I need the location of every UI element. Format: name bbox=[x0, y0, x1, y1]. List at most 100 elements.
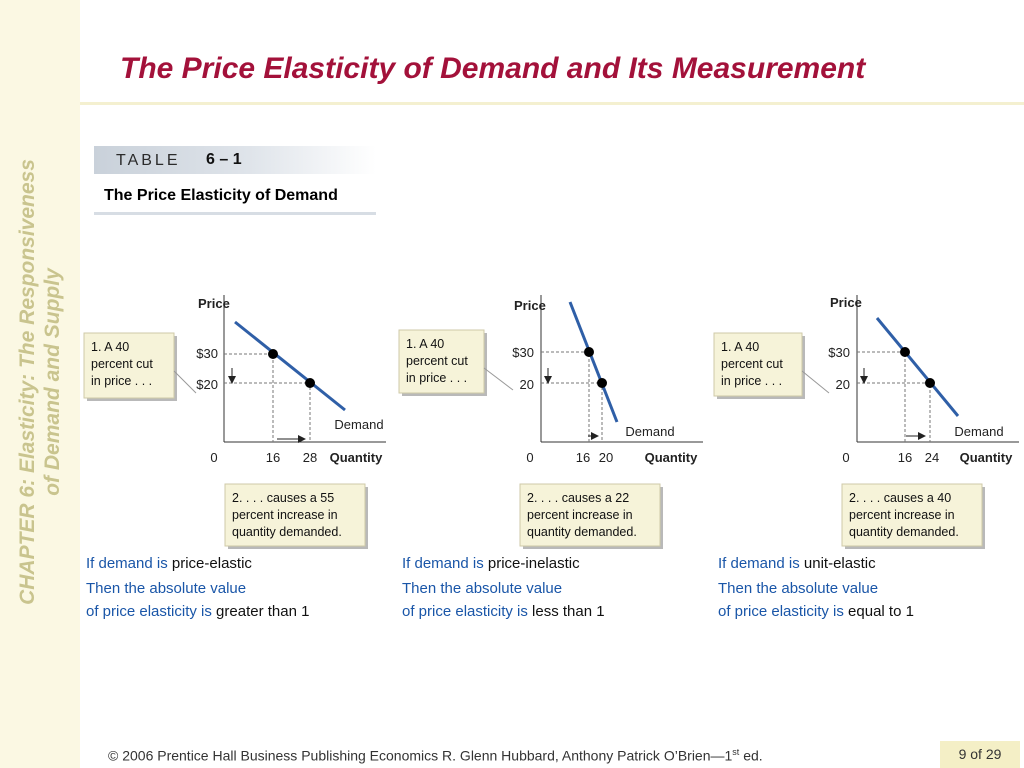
price-cut-callout-text: percent cut bbox=[406, 354, 468, 368]
price-axis-label: Price bbox=[198, 296, 230, 311]
guide-line-point-1 bbox=[857, 351, 906, 442]
demand-curve bbox=[875, 317, 960, 417]
elasticity-value: equal to 1 bbox=[848, 603, 914, 620]
demand-type: unit-elastic bbox=[804, 555, 876, 572]
quantity-increase-callout-text: 2. . . . causes a 40 bbox=[849, 491, 951, 505]
guide-line-point-2 bbox=[224, 382, 311, 442]
price-tick-label: $30 bbox=[512, 345, 534, 360]
demand-type: price-inelastic bbox=[488, 555, 580, 572]
quantity-tick-label: 16 bbox=[266, 450, 280, 465]
caption-divider bbox=[94, 212, 376, 215]
price-tick-label: 20 bbox=[836, 377, 850, 392]
demand-type: price-elastic bbox=[172, 555, 253, 572]
price-cut-callout-text: percent cut bbox=[91, 357, 153, 371]
elasticity-rule-line-3: of price elasticity is greater than 1 bbox=[86, 603, 309, 620]
rule-prefix: If demand is bbox=[86, 555, 172, 572]
price-cut-callout-box bbox=[398, 329, 485, 394]
footer-credit: © 2006 Prentice Hall Business Publishing… bbox=[108, 747, 763, 764]
demand-curve-label: Demand bbox=[954, 424, 1003, 439]
quantity-tick-label: 20 bbox=[599, 450, 613, 465]
callout-connector bbox=[483, 367, 514, 391]
quantity-increase-callout-text: quantity demanded. bbox=[232, 525, 342, 539]
quantity-tick-label: 16 bbox=[576, 450, 590, 465]
elasticity-rule-line-1: If demand is price-inelastic bbox=[402, 555, 580, 572]
quantity-tick-label: 0 bbox=[842, 450, 849, 465]
quantity-tick-label: 28 bbox=[303, 450, 317, 465]
price-tick-label: $20 bbox=[196, 377, 218, 392]
quantity-increase-callout-text: percent increase in bbox=[527, 508, 633, 522]
title-band bbox=[80, 0, 1024, 105]
footer-tail: ed. bbox=[739, 747, 763, 764]
price-cut-callout-text: in price . . . bbox=[406, 371, 467, 385]
demand-curve bbox=[568, 301, 619, 423]
price-cut-callout-box bbox=[713, 332, 803, 397]
rule-prefix: If demand is bbox=[718, 555, 804, 572]
quantity-increase-callout-text: quantity demanded. bbox=[849, 525, 959, 539]
elasticity-rule-line-3: of price elasticity is less than 1 bbox=[402, 603, 605, 620]
quantity-increase-callout-text: percent increase in bbox=[849, 508, 955, 522]
page-number: 9 of 29 bbox=[940, 741, 1020, 768]
table-caption: The Price Elasticity of Demand bbox=[104, 187, 338, 204]
demand-point-1 bbox=[268, 349, 278, 359]
elasticity-rule-line-2: Then the absolute value bbox=[86, 580, 246, 597]
table-number: 6 – 1 bbox=[206, 151, 242, 168]
quantity-tick-label: 0 bbox=[526, 450, 533, 465]
price-cut-callout-text: 1. A 40 bbox=[91, 340, 129, 354]
demand-panel-unit-elastic: Price $30 20 0 16 24 Quantity Demand 1. A 40 perc… bbox=[713, 295, 1019, 620]
elasticity-value: greater than 1 bbox=[216, 603, 309, 620]
elasticity-value: less than 1 bbox=[532, 603, 605, 620]
demand-curve-label: Demand bbox=[334, 417, 383, 432]
quantity-increase-callout-text: percent increase in bbox=[232, 508, 338, 522]
page-title: The Price Elasticity of Demand and Its M… bbox=[120, 52, 866, 85]
price-cut-callout-text: in price . . . bbox=[721, 374, 782, 388]
elasticity-rule-line-3: of price elasticity is equal to 1 bbox=[718, 603, 914, 620]
quantity-increase-callout-text: 2. . . . causes a 22 bbox=[527, 491, 629, 505]
guide-line-point-1 bbox=[541, 351, 590, 442]
demand-point-2 bbox=[597, 378, 607, 388]
demand-panel-price-inelastic: Price $30 20 0 16 20 Quantity Demand 1. A 40 perc… bbox=[398, 295, 703, 620]
elasticity-rule-line-1: If demand is price-elastic bbox=[86, 555, 252, 572]
price-cut-callout-text: percent cut bbox=[721, 357, 783, 371]
demand-panel-price-elastic: Price $30 $20 0 16 28 Quantity Demand 1. A 40 per… bbox=[83, 295, 386, 620]
footer-superscript: st bbox=[732, 747, 740, 757]
guide-line-point-1 bbox=[224, 353, 274, 442]
quantity-tick-label: 0 bbox=[210, 450, 217, 465]
callout-connector bbox=[173, 370, 197, 394]
price-tick-label: $30 bbox=[828, 345, 850, 360]
price-axis-label: Price bbox=[830, 295, 862, 310]
price-cut-callout-text: 1. A 40 bbox=[721, 340, 759, 354]
price-cut-callout-text: in price . . . bbox=[91, 374, 152, 388]
rule-prefix: of price elasticity is bbox=[718, 603, 848, 620]
rule-prefix: of price elasticity is bbox=[402, 603, 532, 620]
price-tick-label: $30 bbox=[196, 346, 218, 361]
price-axis-label: Price bbox=[514, 298, 546, 313]
rule-prefix: If demand is bbox=[402, 555, 488, 572]
table-word: TABLE bbox=[116, 152, 181, 169]
demand-point-2 bbox=[305, 378, 315, 388]
quantity-tick-label: 16 bbox=[898, 450, 912, 465]
quantity-axis-label: Quantity bbox=[330, 450, 383, 465]
footer-text: © 2006 Prentice Hall Business Publishing… bbox=[108, 747, 733, 764]
rule-prefix: of price elasticity is bbox=[86, 603, 216, 620]
demand-point-2 bbox=[925, 378, 935, 388]
elasticity-rule-line-1: If demand is unit-elastic bbox=[718, 555, 876, 572]
quantity-increase-callout-box bbox=[519, 483, 661, 547]
elasticity-rule-line-2: Then the absolute value bbox=[718, 580, 878, 597]
quantity-axis-label: Quantity bbox=[645, 450, 698, 465]
quantity-axis-label: Quantity bbox=[960, 450, 1013, 465]
quantity-increase-callout-box bbox=[224, 483, 366, 547]
quantity-increase-callout-text: quantity demanded. bbox=[527, 525, 637, 539]
callout-connector bbox=[801, 370, 830, 394]
quantity-increase-callout-text: 2. . . . causes a 55 bbox=[232, 491, 334, 505]
quantity-tick-label: 24 bbox=[925, 450, 939, 465]
demand-point-1 bbox=[900, 347, 910, 357]
price-cut-callout-box bbox=[83, 332, 175, 399]
chapter-sidebar: CHAPTER 6: Elasticity: The Responsivenes… bbox=[0, 0, 80, 768]
table-tag: TABLE 6 – 1 bbox=[94, 146, 376, 174]
guide-line-point-2 bbox=[857, 382, 931, 442]
demand-curve-label: Demand bbox=[625, 424, 674, 439]
guide-line-point-2 bbox=[541, 382, 603, 442]
demand-curve bbox=[234, 320, 346, 412]
price-cut-callout-text: 1. A 40 bbox=[406, 337, 444, 351]
